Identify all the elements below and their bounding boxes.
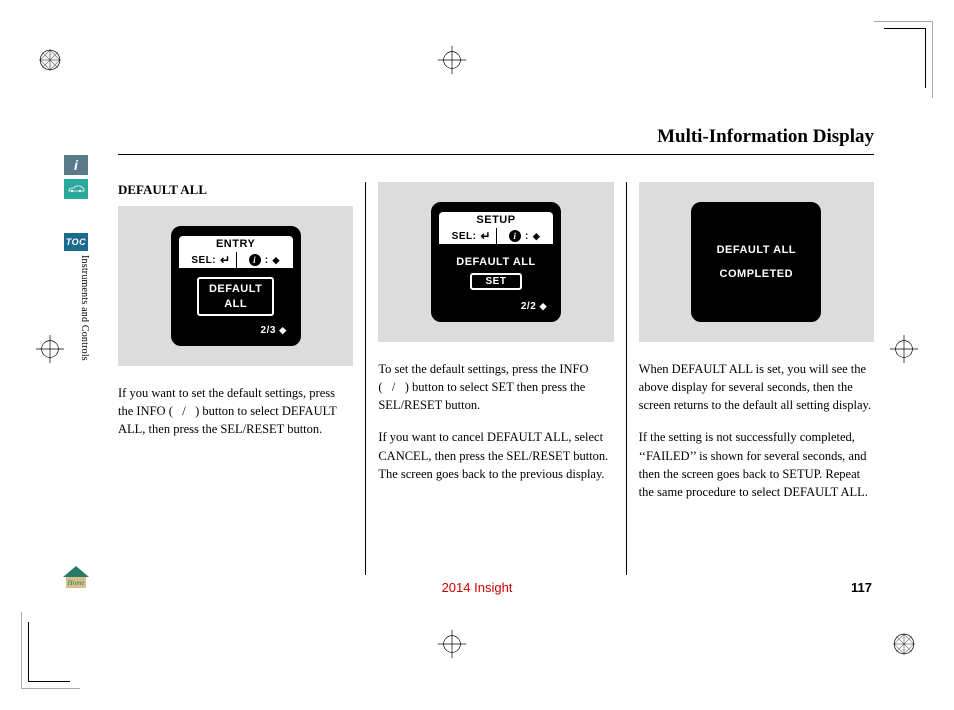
lcd-body: DEFAULT ALL SET bbox=[439, 244, 553, 301]
enter-icon bbox=[220, 253, 231, 267]
body-paragraph: When DEFAULT ALL is set, you will see th… bbox=[639, 360, 874, 414]
content-columns: DEFAULT ALL ENTRY SEL: i: DEFAULT ALL bbox=[118, 182, 874, 575]
body-paragraph: To set the default settings, press the I… bbox=[378, 360, 613, 414]
crop-mark-icon bbox=[28, 622, 70, 682]
page-indicator: 2/3 bbox=[261, 325, 276, 336]
registration-mark-icon bbox=[438, 630, 466, 658]
updown-icon bbox=[273, 255, 280, 266]
body-paragraph: If the setting is not successfully compl… bbox=[639, 428, 874, 501]
display-figure: SETUP SEL: i: DEFAULT ALL SET 2/2 bbox=[378, 182, 613, 342]
lcd-footer: 2/2 bbox=[439, 301, 553, 312]
lcd-screen: ENTRY SEL: i: DEFAULT ALL 2/3 bbox=[171, 226, 301, 346]
registration-mark-icon bbox=[890, 335, 918, 363]
lcd-set-option: SET bbox=[470, 273, 523, 290]
lcd-body: DEFAULT ALL bbox=[179, 268, 293, 325]
lcd-selbar: SEL: i: bbox=[439, 228, 553, 244]
lcd-text: DEFAULT ALL bbox=[456, 255, 535, 269]
info-icon: i bbox=[509, 230, 521, 242]
section-label: Instruments and Controls bbox=[79, 255, 90, 361]
car-nav-icon[interactable] bbox=[64, 179, 88, 199]
lcd-screen: DEFAULT ALL COMPLETED bbox=[691, 202, 821, 322]
sel-label: SEL: bbox=[452, 231, 477, 242]
svg-text:Home: Home bbox=[67, 579, 85, 587]
crop-mark-icon bbox=[884, 28, 926, 88]
info-icon: i bbox=[249, 254, 261, 266]
info-nav-icon[interactable]: i bbox=[64, 155, 88, 175]
updown-icon bbox=[279, 325, 286, 336]
lcd-screen: SETUP SEL: i: DEFAULT ALL SET 2/2 bbox=[431, 202, 561, 322]
column-3: DEFAULT ALL COMPLETED When DEFAULT ALL i… bbox=[627, 182, 874, 575]
lcd-header: SETUP bbox=[439, 212, 553, 228]
display-figure: DEFAULT ALL COMPLETED bbox=[639, 182, 874, 342]
manual-page: i TOC Instruments and Controls Home Mult… bbox=[0, 0, 954, 710]
lcd-text: COMPLETED bbox=[720, 267, 794, 281]
enter-icon bbox=[480, 229, 491, 243]
registration-mark-icon bbox=[438, 46, 466, 74]
lcd-text: DEFAULT bbox=[209, 282, 262, 296]
registration-mark-icon bbox=[890, 630, 918, 658]
footer-model-year: 2014 Insight bbox=[442, 580, 513, 595]
footer-page-number: 117 bbox=[851, 580, 872, 595]
toc-nav-button[interactable]: TOC bbox=[64, 233, 88, 251]
column-1: DEFAULT ALL ENTRY SEL: i: DEFAULT ALL bbox=[118, 182, 366, 575]
registration-mark-icon bbox=[36, 46, 64, 74]
display-figure: ENTRY SEL: i: DEFAULT ALL 2/3 bbox=[118, 206, 353, 366]
page-indicator: 2/2 bbox=[521, 301, 536, 312]
body-paragraph: If you want to cancel DEFAULT ALL, selec… bbox=[378, 428, 613, 482]
home-nav-button[interactable]: Home bbox=[60, 564, 92, 595]
lcd-text: ALL bbox=[209, 297, 262, 311]
subheading: DEFAULT ALL bbox=[118, 182, 353, 198]
lcd-selbar: SEL: i: bbox=[179, 252, 293, 268]
nav-icons: i TOC bbox=[64, 155, 88, 251]
updown-icon bbox=[533, 231, 540, 242]
header-rule bbox=[118, 154, 874, 155]
page-title: Multi-Information Display bbox=[657, 126, 874, 148]
lcd-text: DEFAULT ALL bbox=[717, 243, 796, 257]
lcd-header: ENTRY bbox=[179, 236, 293, 252]
body-paragraph: If you want to set the default settings,… bbox=[118, 384, 353, 438]
sel-label: SEL: bbox=[191, 255, 216, 266]
lcd-footer: 2/3 bbox=[179, 325, 293, 336]
registration-mark-icon bbox=[36, 335, 64, 363]
updown-icon bbox=[540, 301, 547, 312]
column-2: SETUP SEL: i: DEFAULT ALL SET 2/2 To set… bbox=[366, 182, 626, 575]
